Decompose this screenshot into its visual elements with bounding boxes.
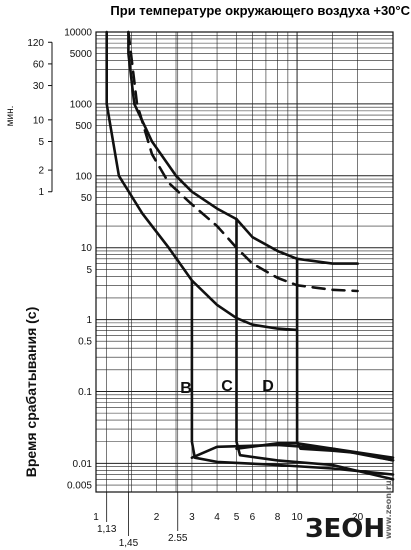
curve-label-d: D (262, 378, 274, 395)
x-tick-label: 8 (275, 512, 281, 523)
y-minutes-tick-label: 10 (33, 115, 45, 126)
axis-ticks: 10000 5000 1000 500 100 50 10 5 1 0.5 0.1 0.01 0.005… (27, 28, 363, 550)
y-tick-label: 1 (86, 315, 92, 326)
chart-grid (95, 31, 394, 493)
y-tick-label: 100 (75, 171, 92, 182)
y-axis-minutes-label: мин. (5, 106, 16, 127)
y-minutes-tick-label: 120 (27, 38, 44, 49)
x-tick-label: 10 (292, 512, 304, 523)
y-minutes-tick-label: 2 (38, 166, 44, 177)
y-tick-label: 0.005 (67, 481, 92, 492)
y-minutes-tick-label: 30 (33, 81, 45, 92)
series-curve-d (295, 257, 395, 462)
x-tick-label: 4 (214, 512, 220, 523)
svg-text:ЗЕОН: ЗЕОН (305, 514, 385, 544)
y-minutes-tick-label: 1 (38, 187, 44, 198)
series-curve-2 (127, 30, 359, 293)
x-tick-label: 3 (189, 512, 195, 523)
series-curve-7 (235, 442, 395, 462)
y-tick-label: 5 (86, 265, 92, 276)
x-tick-label: 1,13 (97, 524, 117, 535)
x-tick-label: 5 (234, 512, 240, 523)
x-tick-label: 20 (352, 512, 364, 523)
zeon-logo: ЗЕОН www.zeon.ru (305, 480, 393, 544)
series-curve-c (235, 217, 395, 481)
x-tick-label: 2.55 (168, 533, 188, 544)
y-tick-label: 500 (75, 121, 92, 132)
x-tick-label: 1 (93, 512, 99, 523)
x-tick-label: 2 (154, 512, 160, 523)
y-axis-label: Время срабатывания (с) (23, 307, 39, 478)
y-tick-label: 5000 (70, 49, 93, 60)
series-curve-1 (127, 30, 359, 265)
curve-label-c: C (221, 378, 233, 395)
y-tick-label: 0.5 (78, 337, 92, 348)
chart-title: При температуре окружающего воздуха +30°… (110, 3, 410, 18)
x-tick-label: 6 (250, 512, 256, 523)
y-tick-label: 50 (81, 193, 93, 204)
y-tick-label: 10 (81, 243, 93, 254)
y-tick-label: 1000 (70, 99, 93, 110)
y-minutes-tick-label: 60 (33, 59, 45, 70)
y-tick-label: 0.1 (78, 387, 92, 398)
svg-text:www.zeon.ru: www.zeon.ru (384, 480, 393, 539)
y-minutes-tick-label: 5 (38, 137, 44, 148)
y-tick-label: 10000 (64, 28, 92, 39)
x-tick-label: 1,45 (119, 538, 139, 549)
plot-frame (95, 31, 394, 493)
curve-label-b: B (180, 380, 192, 397)
series-curve-b (190, 279, 395, 476)
y-tick-label: 0.01 (73, 459, 93, 470)
chart-series (105, 30, 395, 481)
